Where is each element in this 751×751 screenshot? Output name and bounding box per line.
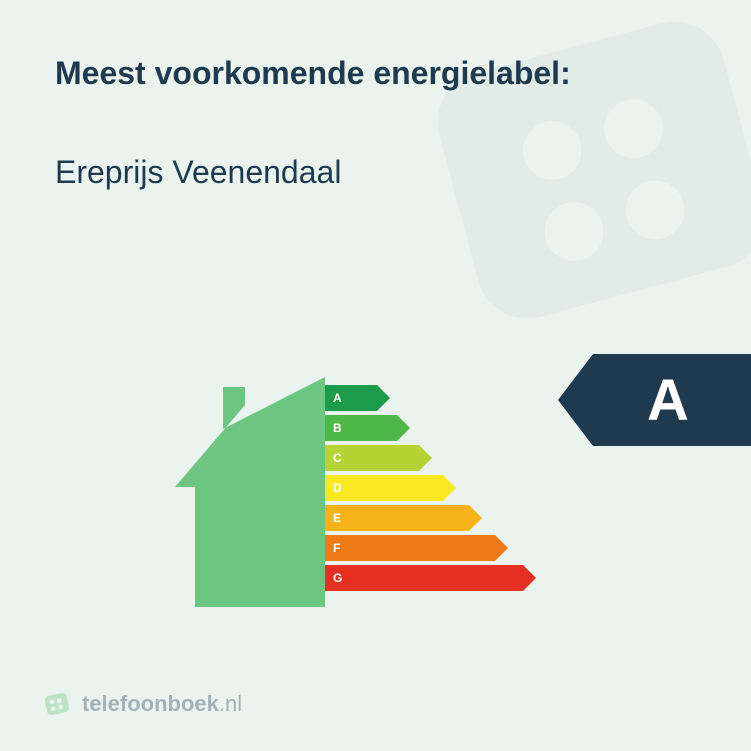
footer: telefoonboek.nl <box>42 689 242 719</box>
energy-bar-label: F <box>333 535 340 561</box>
energy-bar-label: A <box>333 385 342 411</box>
footer-brand-thin: .nl <box>219 691 242 716</box>
page-title: Meest voorkomende energielabel: <box>55 55 696 92</box>
telefoonboek-logo-icon <box>42 689 72 719</box>
energy-bar-label: G <box>333 565 342 591</box>
energy-bar-label: B <box>333 415 342 441</box>
energy-bar-label: C <box>333 445 342 471</box>
selected-label-badge: A <box>558 354 751 446</box>
footer-brand: telefoonboek.nl <box>82 691 242 717</box>
house-icon <box>175 377 325 607</box>
energy-bar-label: D <box>333 475 342 501</box>
footer-brand-bold: telefoonboek <box>82 691 219 716</box>
selected-label-text: A <box>593 354 751 446</box>
header: Meest voorkomende energielabel: Ereprijs… <box>0 0 751 191</box>
page-subtitle: Ereprijs Veenendaal <box>55 154 696 191</box>
energy-bar-label: E <box>333 505 341 531</box>
